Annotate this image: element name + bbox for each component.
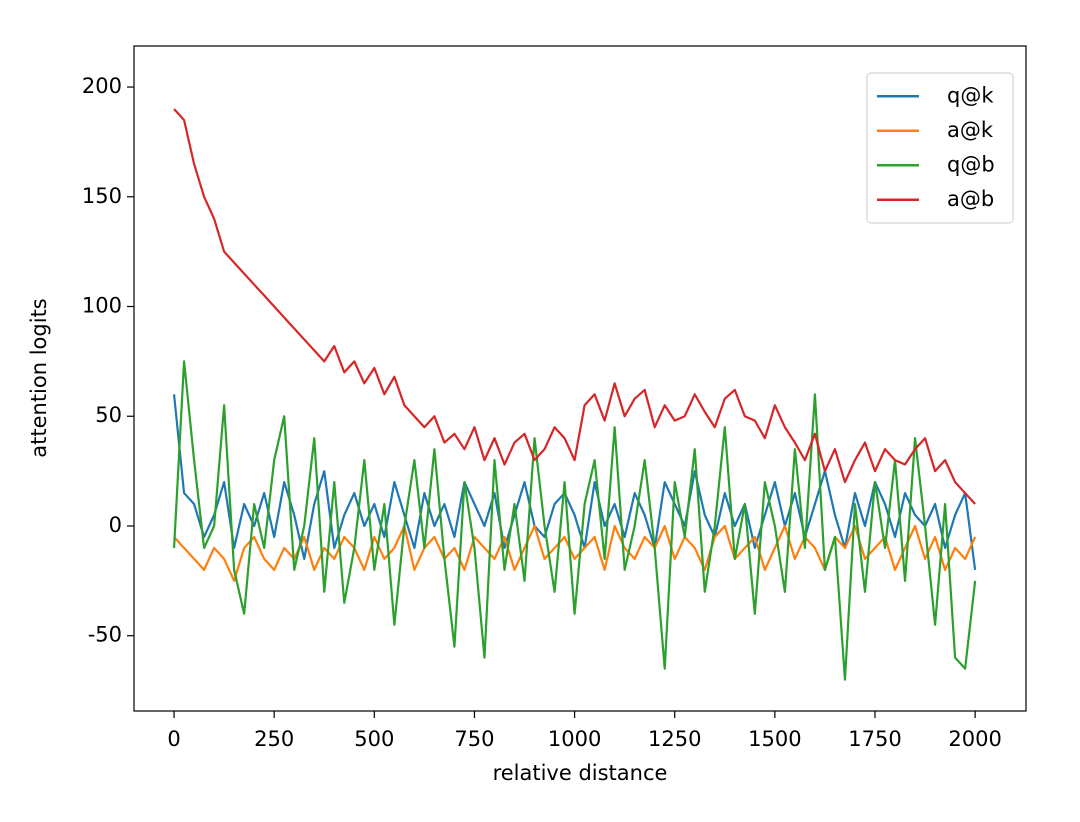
series-line (172, 394, 977, 571)
x-axis-label: relative distance (493, 761, 668, 785)
x-tick-label: 250 (254, 727, 294, 751)
legend-label: a@b (947, 187, 994, 211)
legend-label: q@b (947, 152, 995, 176)
plot-frame (133, 45, 1027, 712)
x-tick-label: 500 (354, 727, 394, 751)
x-tick-label: 0 (167, 727, 180, 751)
y-tick-label: 50 (95, 403, 122, 427)
y-tick-label: 100 (82, 294, 122, 318)
x-tick-label: 750 (454, 727, 494, 751)
series-line (173, 108, 976, 505)
x-tick-label: 1000 (548, 727, 601, 751)
y-tick-label: -50 (88, 623, 122, 647)
legend-box (866, 72, 1014, 224)
series-line (173, 524, 977, 582)
series-line (172, 360, 977, 681)
y-tick-label: 150 (82, 184, 122, 208)
x-tick-label: 1500 (748, 727, 801, 751)
x-tick-label: 1750 (848, 727, 901, 751)
y-tick-label: 200 (82, 74, 122, 98)
x-tick-label: 1250 (648, 727, 701, 751)
y-axis-label: attention logits (27, 298, 51, 458)
legend-label: a@k (947, 118, 994, 142)
x-tick-label: 2000 (948, 727, 1001, 751)
legend-label: q@k (947, 83, 994, 107)
y-tick-label: 0 (109, 513, 122, 537)
